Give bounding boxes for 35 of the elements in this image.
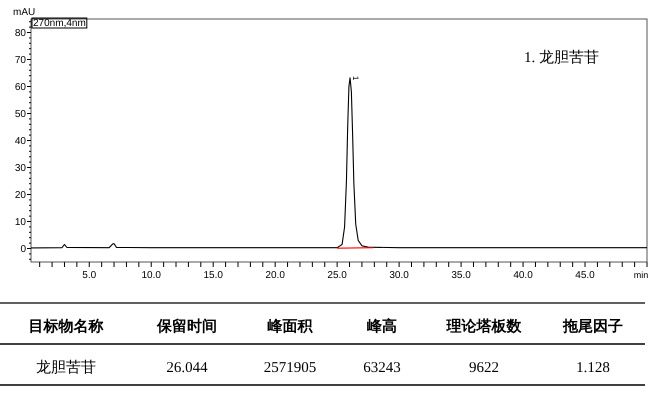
text: 63243 [363, 360, 401, 376]
y-tick-label: 20 [14, 190, 26, 201]
text: 拖尾因子 [562, 318, 623, 335]
annotation: 270nm,4nm [33, 18, 86, 29]
text: 保留时间 [156, 318, 217, 335]
text: 理论塔板数 [446, 318, 522, 335]
x-tick-label: 45.0 [575, 270, 596, 281]
text: 2571905 [264, 360, 316, 376]
y-axis-title: mAU [13, 7, 36, 18]
x-tick-label: 20.0 [265, 270, 286, 281]
text: 峰高 [367, 317, 397, 335]
x-tick-label: 10.0 [141, 270, 162, 281]
text: 峰面积 [268, 318, 314, 335]
x-tick-label: 25.0 [327, 270, 348, 281]
x-tick-label: 40.0 [513, 270, 534, 281]
y-tick-label: 60 [14, 82, 26, 93]
y-tick-label: 50 [14, 109, 26, 120]
x-tick-label: 35.0 [451, 270, 472, 281]
text: 龙胆苦苷 [36, 359, 96, 376]
text: 9622 [469, 360, 499, 376]
y-tick-label: 10 [14, 217, 26, 228]
text: 1.128 [576, 360, 610, 376]
annotation: 1. 龙胆苦苷 [524, 49, 599, 66]
x-axis-title: min [634, 270, 648, 280]
y-tick-label: 70 [14, 55, 26, 66]
y-tick-label: 80 [14, 28, 26, 39]
text: 26.044 [166, 360, 208, 376]
annotation: 1 [351, 76, 360, 81]
x-tick-label: 30.0 [389, 270, 410, 281]
y-tick-label: 30 [14, 163, 26, 174]
text: 目标物名称 [28, 318, 104, 335]
y-tick-label: 40 [14, 136, 26, 147]
x-tick-label: 15.0 [203, 270, 224, 281]
y-tick-label: 0 [20, 244, 26, 255]
x-tick-label: 5.0 [82, 270, 97, 281]
